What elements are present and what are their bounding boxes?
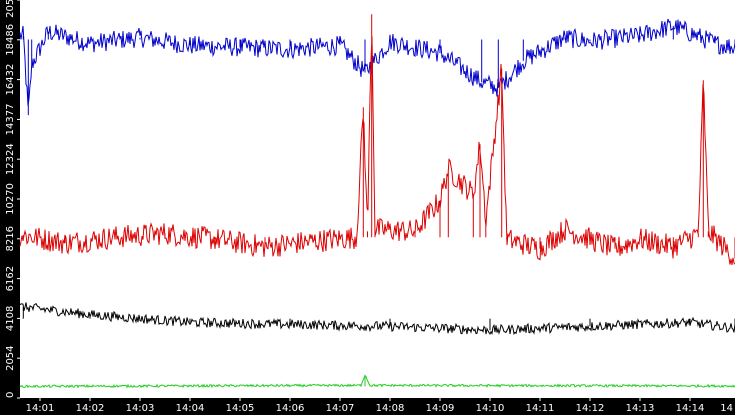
y-tick-label: 20540 bbox=[5, 0, 16, 18]
x-tick-label: 14:03 bbox=[126, 403, 155, 414]
x-tick-label: 14:06 bbox=[276, 403, 305, 414]
x-tick-label: 14:10 bbox=[476, 403, 505, 414]
y-tick-label: 8216 bbox=[5, 226, 16, 251]
x-tick-label: 14:11 bbox=[526, 403, 555, 414]
y-tick-label: 12324 bbox=[5, 143, 16, 175]
series-line-1 bbox=[19, 14, 735, 265]
x-tick-label: 14:05 bbox=[226, 403, 255, 414]
x-tick-labels: 14:01 14:02 14:03 14:04 14:05 14:06 14:07 14:08… bbox=[26, 398, 733, 414]
x-tick-label: 14:04 bbox=[176, 403, 205, 414]
series-line-2 bbox=[19, 302, 735, 336]
x-tick-label: 14:12 bbox=[576, 403, 605, 414]
x-axis-bar bbox=[0, 398, 735, 415]
y-tick-label: 6162 bbox=[5, 266, 16, 291]
x-tick-label: 14:02 bbox=[76, 403, 105, 414]
y-tick-label: 16432 bbox=[5, 64, 16, 96]
x-tick-label: 14:07 bbox=[326, 403, 355, 414]
y-tick-label: 14377 bbox=[5, 104, 16, 136]
series-layer bbox=[19, 14, 735, 389]
x-tick-label: 14:09 bbox=[426, 403, 455, 414]
x-tick-label: 14:13 bbox=[626, 403, 655, 414]
y-tick-labels: 0 2054 4108 6162 8216 10270 12324 14377 16432 184… bbox=[5, 0, 20, 399]
x-tick-label: 14:01 bbox=[26, 403, 55, 414]
y-axis-bar bbox=[0, 0, 20, 415]
series-line-0 bbox=[19, 18, 735, 116]
y-tick-label: 2054 bbox=[5, 345, 16, 370]
x-tick-label: 14:08 bbox=[376, 403, 405, 414]
y-tick-label: 0 bbox=[5, 392, 16, 398]
x-tick-label: 14 bbox=[720, 403, 733, 414]
y-tick-label: 4108 bbox=[5, 306, 16, 331]
y-tick-label: 18486 bbox=[5, 24, 16, 56]
x-tick-label: 14:14 bbox=[676, 403, 705, 414]
y-tick-label: 10270 bbox=[5, 183, 16, 215]
